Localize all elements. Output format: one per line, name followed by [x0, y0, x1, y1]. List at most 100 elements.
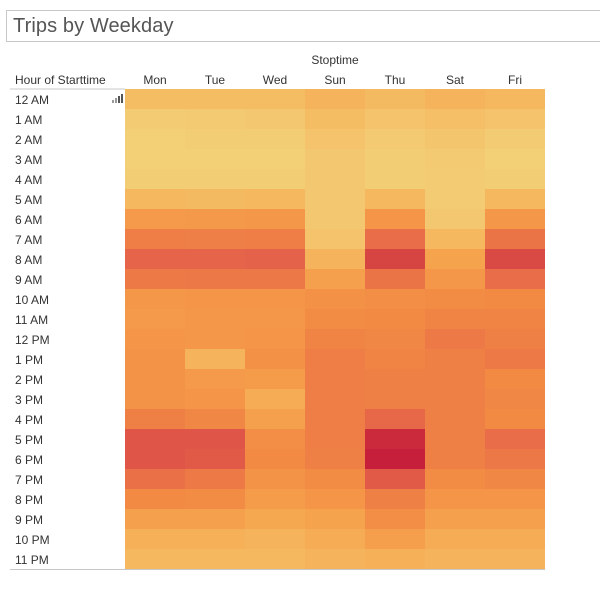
heatmap-cell[interactable] — [125, 89, 185, 109]
heatmap-cell[interactable] — [425, 189, 485, 209]
heatmap-cell[interactable] — [485, 509, 545, 529]
heatmap-cell[interactable] — [425, 369, 485, 389]
heatmap-cell[interactable] — [245, 269, 305, 289]
heatmap-cell[interactable] — [365, 369, 425, 389]
heatmap-cell[interactable] — [365, 269, 425, 289]
bar-chart-icon[interactable] — [112, 94, 123, 103]
heatmap-cell[interactable] — [245, 229, 305, 249]
heatmap-cell[interactable] — [365, 449, 425, 469]
heatmap-cell[interactable] — [365, 509, 425, 529]
heatmap-cell[interactable] — [125, 489, 185, 509]
heatmap-cell[interactable] — [365, 409, 425, 429]
heatmap-cell[interactable] — [485, 449, 545, 469]
heatmap-cell[interactable] — [485, 229, 545, 249]
heatmap-cell[interactable] — [125, 129, 185, 149]
heatmap-cell[interactable] — [185, 189, 245, 209]
heatmap-cell[interactable] — [245, 329, 305, 349]
heatmap-cell[interactable] — [425, 389, 485, 409]
heatmap-cell[interactable] — [185, 389, 245, 409]
heatmap-cell[interactable] — [305, 549, 365, 569]
heatmap-cell[interactable] — [185, 249, 245, 269]
heatmap-cell[interactable] — [185, 209, 245, 229]
heatmap-cell[interactable] — [185, 509, 245, 529]
heatmap-cell[interactable] — [425, 209, 485, 229]
heatmap-cell[interactable] — [485, 149, 545, 169]
heatmap-cell[interactable] — [425, 309, 485, 329]
heatmap-cell[interactable] — [485, 269, 545, 289]
heatmap-cell[interactable] — [425, 269, 485, 289]
heatmap-cell[interactable] — [485, 189, 545, 209]
heatmap-cell[interactable] — [485, 529, 545, 549]
heatmap-cell[interactable] — [245, 509, 305, 529]
heatmap-cell[interactable] — [305, 129, 365, 149]
heatmap-cell[interactable] — [185, 429, 245, 449]
heatmap-cell[interactable] — [185, 109, 245, 129]
heatmap-cell[interactable] — [305, 449, 365, 469]
heatmap-cell[interactable] — [305, 249, 365, 269]
heatmap-cell[interactable] — [125, 289, 185, 309]
heatmap-cell[interactable] — [185, 329, 245, 349]
heatmap-cell[interactable] — [425, 449, 485, 469]
heatmap-cell[interactable] — [185, 269, 245, 289]
heatmap-cell[interactable] — [365, 189, 425, 209]
heatmap-cell[interactable] — [425, 529, 485, 549]
heatmap-cell[interactable] — [185, 89, 245, 109]
heatmap-cell[interactable] — [365, 149, 425, 169]
heatmap-cell[interactable] — [245, 349, 305, 369]
heatmap-cell[interactable] — [185, 169, 245, 189]
heatmap-cell[interactable] — [125, 549, 185, 569]
heatmap-cell[interactable] — [365, 389, 425, 409]
heatmap-cell[interactable] — [305, 309, 365, 329]
heatmap-cell[interactable] — [245, 389, 305, 409]
heatmap-cell[interactable] — [425, 349, 485, 369]
heatmap-cell[interactable] — [245, 109, 305, 129]
heatmap-cell[interactable] — [425, 109, 485, 129]
heatmap-cell[interactable] — [425, 249, 485, 269]
heatmap-cell[interactable] — [365, 89, 425, 109]
heatmap-cell[interactable] — [185, 409, 245, 429]
heatmap-cell[interactable] — [305, 369, 365, 389]
heatmap-cell[interactable] — [305, 149, 365, 169]
heatmap-cell[interactable] — [125, 329, 185, 349]
heatmap-cell[interactable] — [305, 329, 365, 349]
heatmap-cell[interactable] — [125, 169, 185, 189]
heatmap-cell[interactable] — [185, 489, 245, 509]
heatmap-cell[interactable] — [365, 229, 425, 249]
heatmap-cell[interactable] — [425, 549, 485, 569]
heatmap-cell[interactable] — [185, 469, 245, 489]
heatmap-cell[interactable] — [485, 349, 545, 369]
heatmap-cell[interactable] — [185, 229, 245, 249]
heatmap-cell[interactable] — [305, 469, 365, 489]
heatmap-cell[interactable] — [245, 209, 305, 229]
heatmap-cell[interactable] — [125, 229, 185, 249]
heatmap-cell[interactable] — [365, 169, 425, 189]
heatmap-cell[interactable] — [185, 369, 245, 389]
heatmap-cell[interactable] — [485, 329, 545, 349]
heatmap-cell[interactable] — [485, 129, 545, 149]
heatmap-cell[interactable] — [485, 389, 545, 409]
heatmap-cell[interactable] — [305, 509, 365, 529]
heatmap-cell[interactable] — [365, 129, 425, 149]
heatmap-cell[interactable] — [485, 109, 545, 129]
heatmap-cell[interactable] — [485, 489, 545, 509]
heatmap-cell[interactable] — [125, 269, 185, 289]
heatmap-cell[interactable] — [365, 289, 425, 309]
heatmap-cell[interactable] — [125, 469, 185, 489]
heatmap-cell[interactable] — [365, 469, 425, 489]
heatmap-cell[interactable] — [365, 249, 425, 269]
heatmap-cell[interactable] — [245, 529, 305, 549]
heatmap-cell[interactable] — [365, 529, 425, 549]
heatmap-cell[interactable] — [125, 309, 185, 329]
heatmap-cell[interactable] — [245, 549, 305, 569]
heatmap-cell[interactable] — [485, 289, 545, 309]
heatmap-cell[interactable] — [485, 369, 545, 389]
heatmap-cell[interactable] — [185, 149, 245, 169]
heatmap-cell[interactable] — [245, 169, 305, 189]
heatmap-cell[interactable] — [305, 489, 365, 509]
heatmap-cell[interactable] — [425, 329, 485, 349]
heatmap-cell[interactable] — [245, 449, 305, 469]
heatmap-cell[interactable] — [425, 469, 485, 489]
heatmap-cell[interactable] — [485, 209, 545, 229]
heatmap-cell[interactable] — [245, 289, 305, 309]
heatmap-cell[interactable] — [185, 529, 245, 549]
